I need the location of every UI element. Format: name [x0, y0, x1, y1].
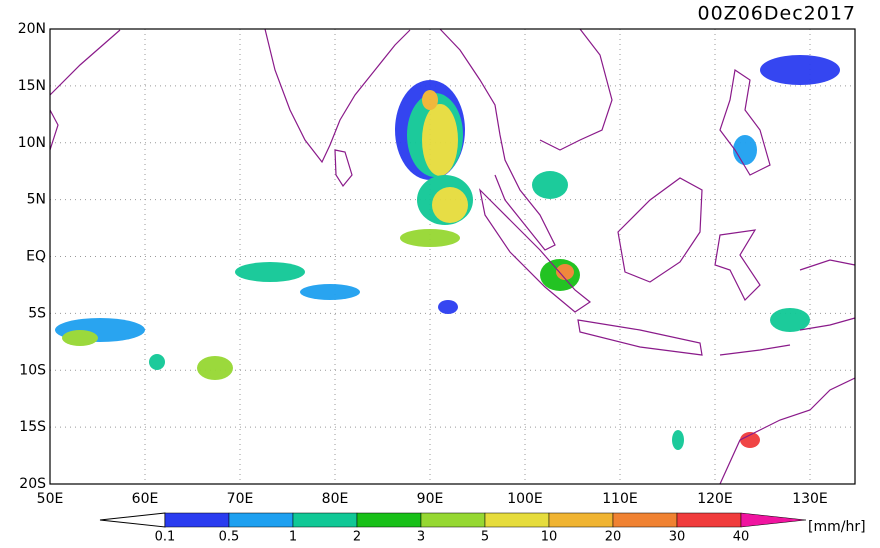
colorbar-unit: [mm/hr] [808, 519, 866, 535]
colorbar-box [548, 512, 614, 528]
rain-area [740, 432, 760, 448]
colorbar-label: 40 [733, 530, 750, 545]
lat-label: EQ [26, 249, 46, 265]
colorbar-box [356, 512, 422, 528]
coastline [719, 68, 771, 176]
colorbar-box [292, 512, 358, 528]
lat-label: 10N [18, 135, 46, 151]
rain-area [197, 356, 233, 380]
rain-area [62, 330, 98, 346]
coastline [49, 29, 121, 96]
lon-label: 100E [507, 491, 543, 507]
lat-label: 15S [19, 419, 46, 435]
lon-label: 70E [227, 491, 254, 507]
coastline [577, 319, 703, 356]
rain-area [760, 55, 840, 85]
colorbar-label: 30 [669, 530, 686, 545]
coastline [799, 259, 856, 331]
coastline [479, 188, 592, 313]
colorbar-label: 0.5 [219, 530, 240, 545]
rain-area [149, 354, 165, 370]
lon-label: 60E [132, 491, 159, 507]
coastline [49, 109, 59, 151]
colorbar-box [164, 512, 230, 528]
lat-label: 20S [19, 476, 46, 492]
colorbar-low-arrow [99, 512, 166, 528]
colorbar-label: 2 [353, 530, 361, 545]
coastline [334, 149, 353, 188]
lon-label: 110E [602, 491, 638, 507]
coastline [539, 28, 613, 151]
colorbar-label: 20 [605, 530, 622, 545]
lat-label: 15N [18, 78, 46, 94]
colorbar-label: 3 [417, 530, 425, 545]
coastline [264, 28, 411, 164]
rain-area [422, 104, 458, 176]
map-title: 00Z06Dec2017 [698, 3, 857, 25]
rain-area [672, 430, 684, 450]
coastline [714, 229, 761, 302]
lat-label: 10S [19, 362, 46, 378]
rain-area [733, 135, 757, 165]
colorbar: 0.1 0.5 1 2 3 5 10 20 30 40 [99, 512, 807, 545]
lon-label: 80E [322, 491, 349, 507]
rain-area [432, 187, 468, 223]
coastline [719, 344, 791, 356]
lon-label: 50E [37, 491, 64, 507]
rain-area [235, 262, 305, 282]
colorbar-box [676, 512, 742, 528]
rain-area [532, 171, 568, 199]
map-frame [49, 28, 856, 485]
colorbar-label: 10 [541, 530, 558, 545]
colorbar-high-arrow [740, 512, 807, 528]
coastline [617, 177, 703, 283]
precipitation [55, 55, 840, 450]
lat-label: 5S [28, 305, 46, 321]
coastlines [49, 28, 856, 485]
lat-label: 20N [18, 21, 46, 37]
coastline [719, 377, 856, 485]
colorbar-box [228, 512, 294, 528]
rain-area [422, 90, 438, 110]
colorbar-box [484, 512, 550, 528]
lon-label: 120E [697, 491, 733, 507]
colorbar-label: 0.1 [155, 530, 176, 545]
lat-label: 5N [27, 192, 46, 208]
colorbar-label: 1 [289, 530, 297, 545]
rain-area [400, 229, 460, 247]
colorbar-box [420, 512, 486, 528]
colorbar-box [612, 512, 678, 528]
lon-label: 90E [417, 491, 444, 507]
rain-area [770, 308, 810, 332]
coastline [439, 28, 556, 251]
grid [50, 29, 855, 484]
rain-area [556, 264, 574, 280]
rain-area [438, 300, 458, 314]
rain-area [300, 284, 360, 300]
lon-label: 130E [792, 491, 828, 507]
colorbar-label: 5 [481, 530, 489, 545]
